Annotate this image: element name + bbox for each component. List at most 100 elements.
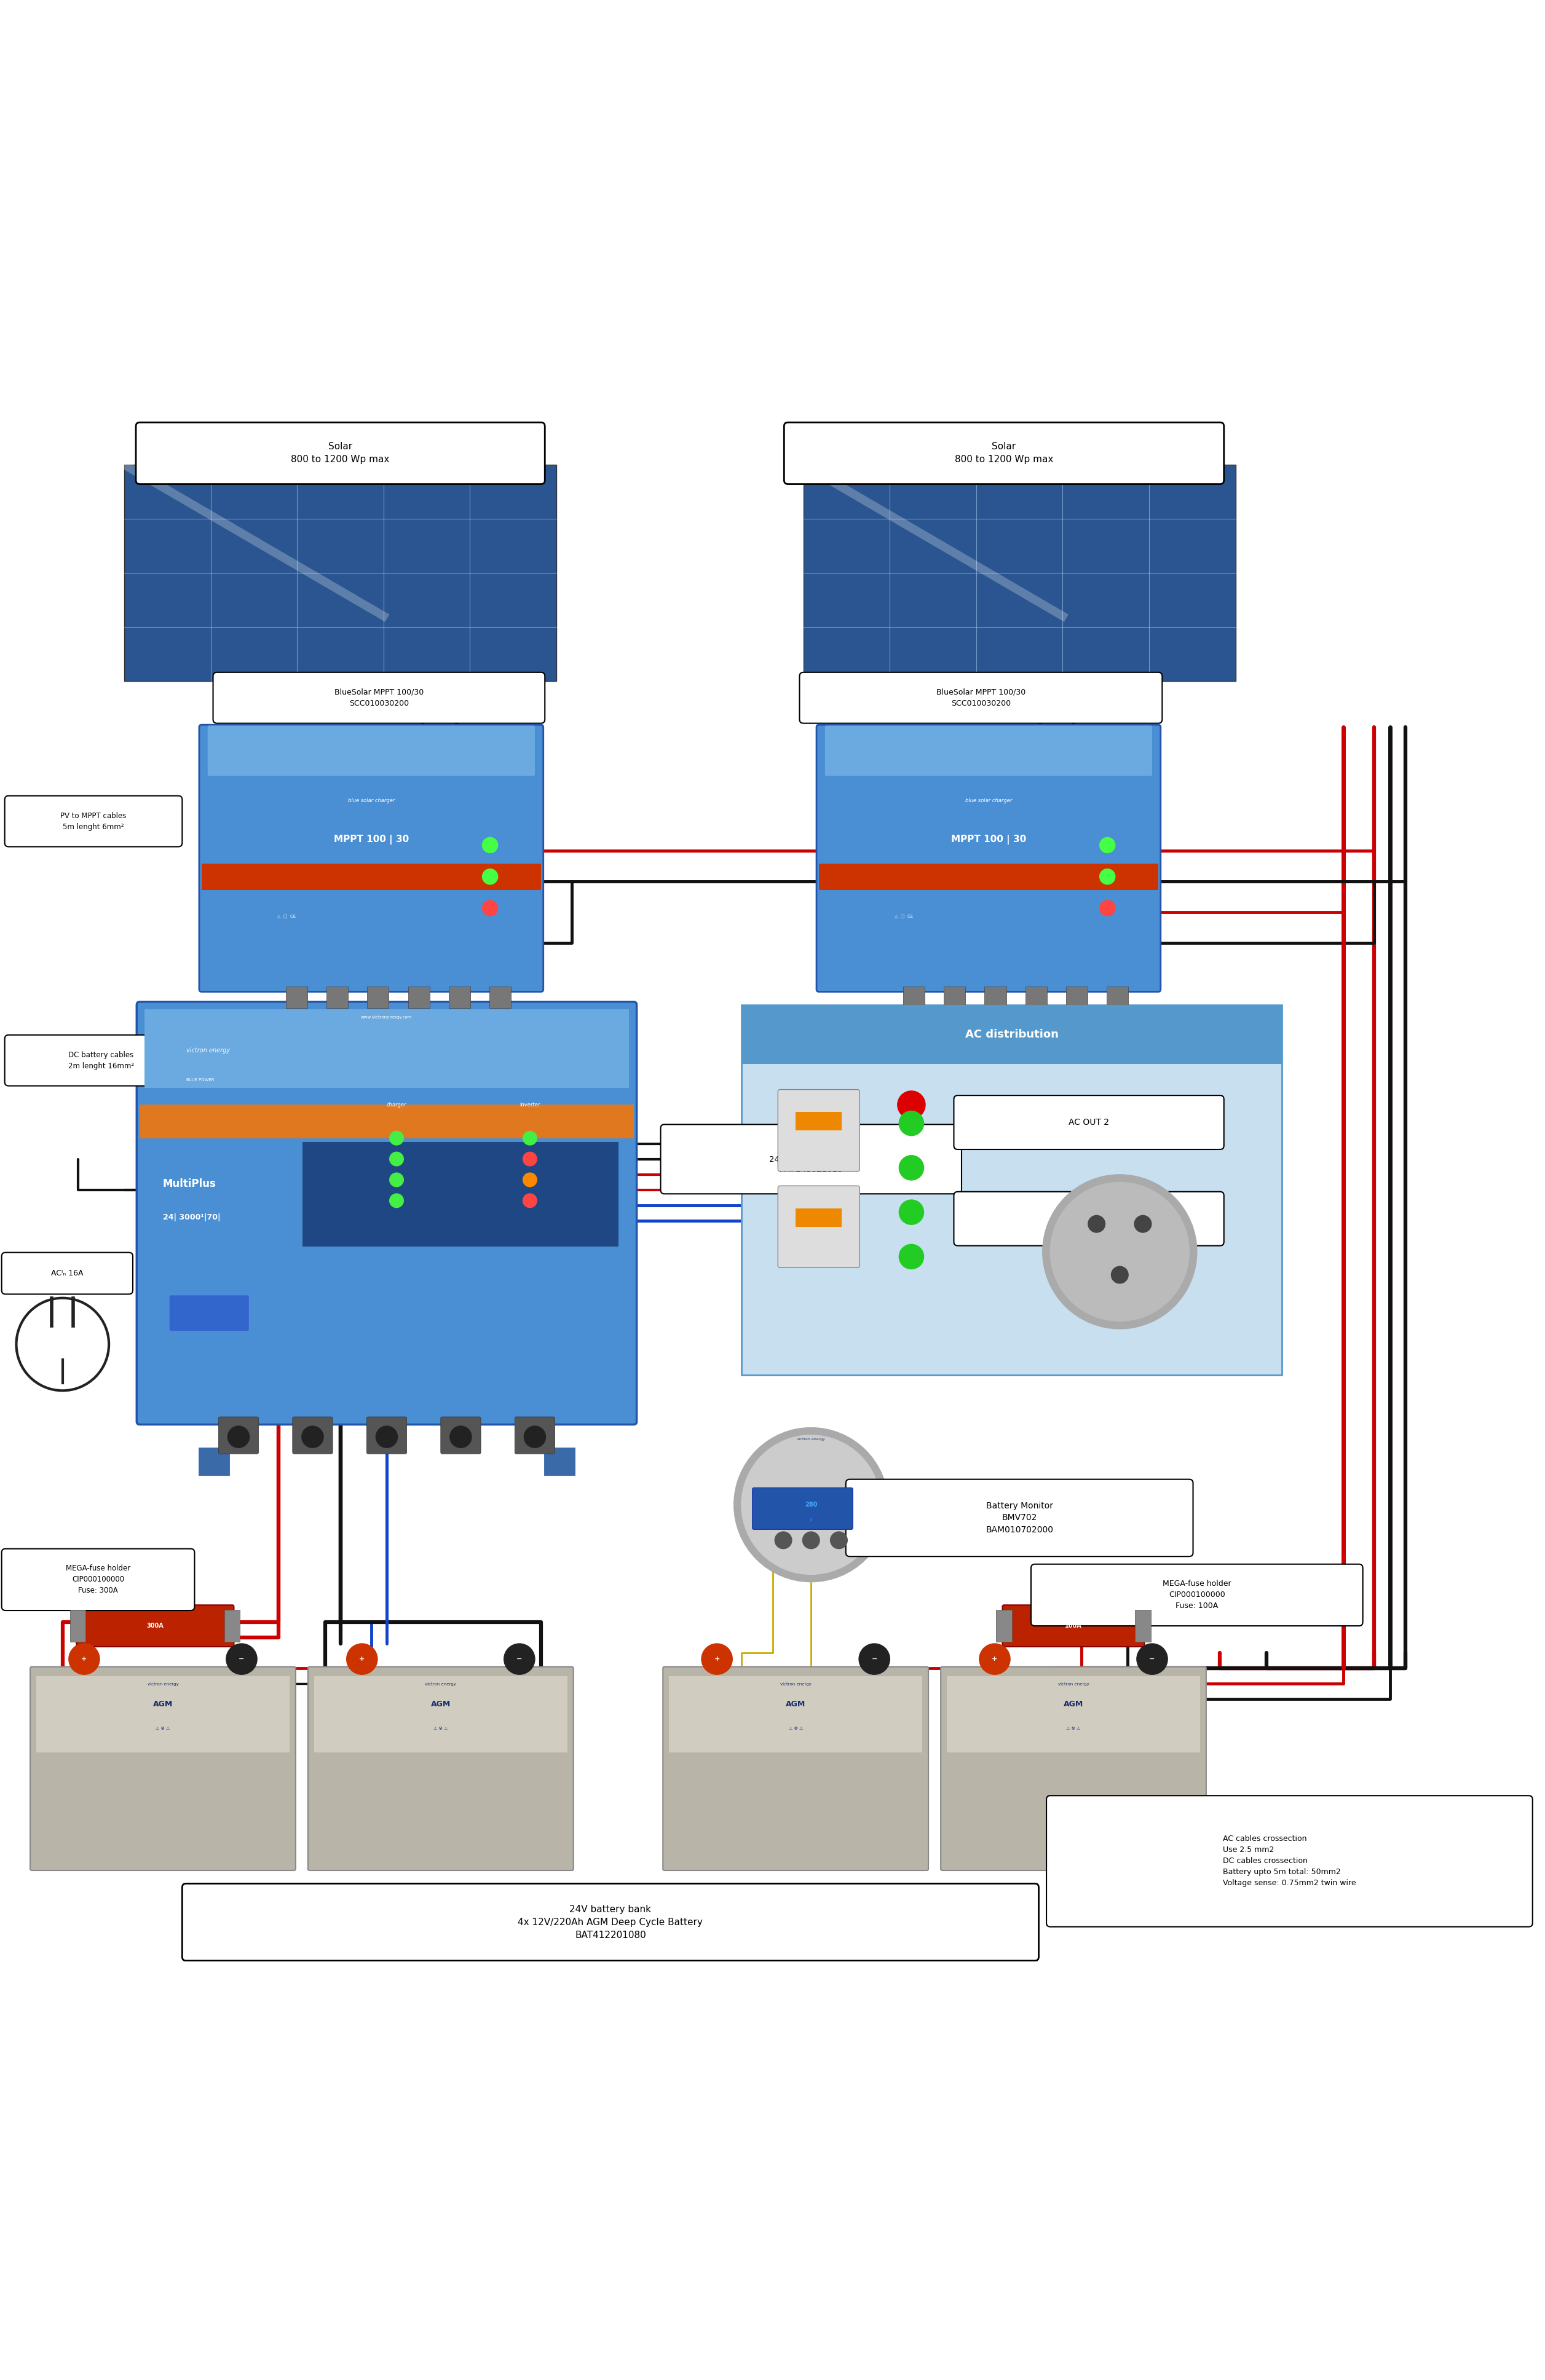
FancyBboxPatch shape — [366, 1416, 406, 1454]
Text: MultiPlus: MultiPlus — [162, 1178, 216, 1190]
Bar — [742, 1004, 1282, 1376]
Bar — [286, 985, 307, 1009]
Text: 280: 280 — [805, 1502, 817, 1509]
Circle shape — [522, 1173, 536, 1188]
Circle shape — [1134, 1216, 1151, 1233]
FancyBboxPatch shape — [799, 671, 1162, 724]
Text: AC OUT 1: AC OUT 1 — [1069, 1214, 1109, 1223]
Bar — [368, 985, 389, 1009]
Text: +: + — [82, 1656, 87, 1661]
Text: ⚠ ☢ ⚠: ⚠ ☢ ⚠ — [434, 1725, 448, 1730]
FancyBboxPatch shape — [2, 1549, 195, 1611]
Circle shape — [346, 1645, 377, 1676]
Bar — [819, 864, 1159, 890]
Text: MPPT 100 | 30: MPPT 100 | 30 — [334, 835, 409, 845]
Circle shape — [1100, 838, 1115, 852]
FancyBboxPatch shape — [76, 1604, 233, 1647]
Circle shape — [802, 1533, 819, 1549]
Circle shape — [522, 1130, 536, 1145]
Bar — [742, 1004, 1282, 1064]
Text: MEGA-fuse holder
CIP000100000
Fuse: 100A: MEGA-fuse holder CIP000100000 Fuse: 100A — [1162, 1580, 1231, 1611]
FancyBboxPatch shape — [752, 1488, 853, 1530]
FancyBboxPatch shape — [168, 1295, 249, 1330]
Bar — [408, 985, 430, 1009]
Circle shape — [301, 1426, 323, 1447]
Bar — [669, 1676, 922, 1752]
FancyBboxPatch shape — [514, 1416, 555, 1454]
Text: www.victronenergy.com: www.victronenergy.com — [362, 1016, 413, 1019]
Circle shape — [734, 1428, 888, 1583]
Circle shape — [389, 1173, 403, 1188]
Bar — [124, 464, 556, 681]
FancyBboxPatch shape — [292, 1416, 332, 1454]
Text: +: + — [992, 1656, 998, 1661]
FancyBboxPatch shape — [825, 726, 1153, 776]
Circle shape — [227, 1426, 249, 1447]
Circle shape — [1100, 869, 1115, 885]
FancyBboxPatch shape — [777, 1090, 859, 1171]
FancyBboxPatch shape — [307, 1666, 573, 1871]
FancyBboxPatch shape — [182, 1883, 1038, 1961]
Text: MPPT 100 | 30: MPPT 100 | 30 — [952, 835, 1026, 845]
FancyBboxPatch shape — [1046, 1795, 1533, 1928]
Text: inverter: inverter — [519, 1102, 541, 1107]
Bar — [984, 985, 1006, 1009]
Text: 300A: 300A — [147, 1623, 164, 1628]
Circle shape — [70, 1645, 99, 1676]
FancyBboxPatch shape — [816, 726, 1160, 992]
Bar — [947, 1676, 1200, 1752]
Text: Solar
800 to 1200 Wp max: Solar 800 to 1200 Wp max — [955, 443, 1054, 464]
Text: −: − — [516, 1656, 522, 1661]
Text: victron energy: victron energy — [185, 1047, 230, 1054]
Text: DC battery cables
2m lenght 16mm²: DC battery cables 2m lenght 16mm² — [68, 1052, 134, 1071]
Circle shape — [899, 1154, 924, 1180]
Text: BlueSolar MPPT 100/30
SCC010030200: BlueSolar MPPT 100/30 SCC010030200 — [334, 688, 423, 707]
Text: AGM: AGM — [431, 1699, 451, 1709]
FancyBboxPatch shape — [2, 1252, 133, 1295]
Circle shape — [522, 1195, 536, 1207]
Text: +: + — [714, 1656, 720, 1661]
Circle shape — [482, 838, 497, 852]
Bar — [144, 1009, 629, 1088]
Bar — [303, 1142, 620, 1247]
Text: ⚠ ☢ ⚠: ⚠ ☢ ⚠ — [156, 1725, 170, 1730]
Bar — [71, 1609, 85, 1642]
Text: blue solar charger: blue solar charger — [966, 797, 1012, 804]
Text: victron energy: victron energy — [1058, 1683, 1089, 1685]
Bar — [314, 1676, 567, 1752]
Text: victron energy: victron energy — [147, 1683, 179, 1685]
Circle shape — [522, 1152, 536, 1166]
Circle shape — [898, 1090, 925, 1119]
Text: MultiPlus
24/3000/70-50 230V
PMP243021010: MultiPlus 24/3000/70-50 230V PMP24302101… — [769, 1145, 853, 1173]
FancyBboxPatch shape — [199, 726, 544, 992]
Bar — [1066, 985, 1088, 1009]
Text: ⚠ ☢ ⚠: ⚠ ☢ ⚠ — [788, 1725, 803, 1730]
Circle shape — [774, 1533, 791, 1549]
FancyBboxPatch shape — [1003, 1604, 1145, 1647]
Text: AC cables crossection
Use 2.5 mm2
DC cables crossection
Battery upto 5m total: 5: AC cables crossection Use 2.5 mm2 DC cab… — [1224, 1835, 1357, 1887]
Text: +: + — [358, 1656, 365, 1661]
FancyBboxPatch shape — [213, 671, 545, 724]
Circle shape — [226, 1645, 256, 1676]
Text: −: − — [871, 1656, 878, 1661]
Text: 100A: 100A — [1065, 1623, 1081, 1628]
Bar — [198, 1447, 229, 1476]
Bar — [803, 464, 1236, 681]
Circle shape — [1088, 1216, 1105, 1233]
Text: △  □  CE: △ □ CE — [895, 914, 913, 919]
FancyBboxPatch shape — [777, 1185, 859, 1269]
Text: victron energy: victron energy — [425, 1683, 456, 1685]
Circle shape — [899, 1200, 924, 1226]
Text: BLUE POWER: BLUE POWER — [185, 1078, 215, 1081]
Text: −: − — [1149, 1656, 1156, 1661]
FancyBboxPatch shape — [136, 421, 545, 483]
FancyBboxPatch shape — [5, 1035, 198, 1085]
Bar — [1136, 1609, 1151, 1642]
Bar — [224, 1609, 239, 1642]
Circle shape — [482, 869, 497, 885]
Text: △  □  CE: △ □ CE — [277, 914, 295, 919]
FancyBboxPatch shape — [661, 1123, 961, 1195]
Bar — [944, 985, 966, 1009]
Bar — [796, 1111, 842, 1130]
Text: Solar
800 to 1200 Wp max: Solar 800 to 1200 Wp max — [290, 443, 389, 464]
